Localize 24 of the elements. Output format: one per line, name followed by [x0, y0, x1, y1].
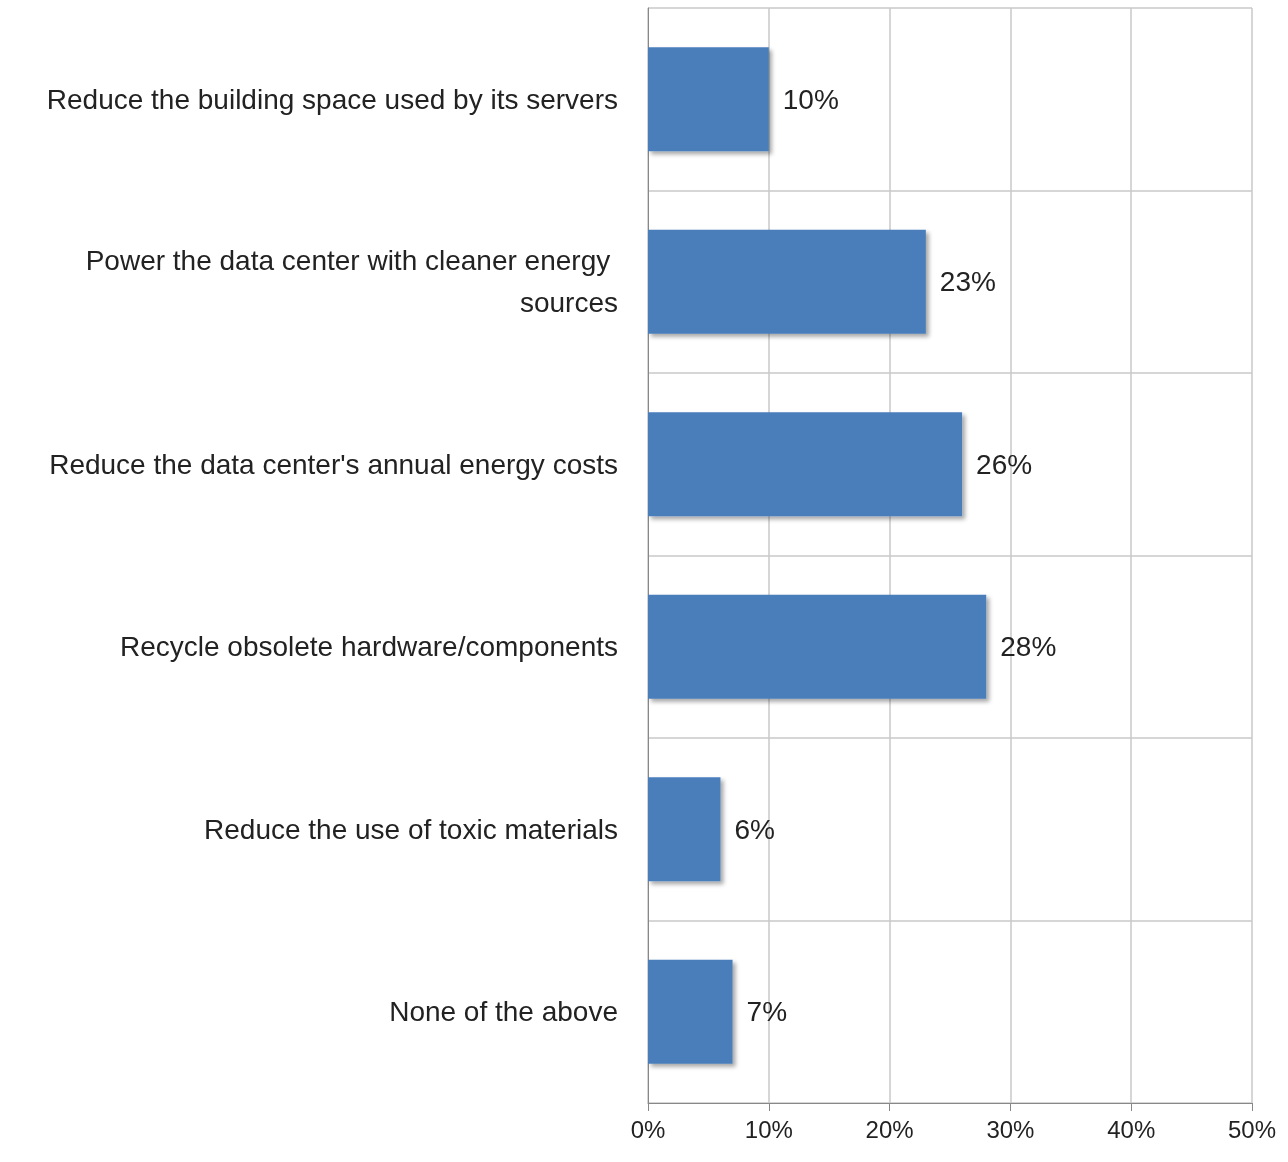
data-label: 26%	[976, 448, 1033, 480]
y-tick-label: Recycle obsolete hardware/components	[119, 631, 618, 663]
data-label: 7%	[746, 996, 788, 1028]
y-tick-label: Reduce the use of toxic materials	[204, 813, 618, 845]
y-tick-label: Reduce the data center's annual energy costs	[49, 448, 618, 480]
data-label: 6%	[734, 813, 775, 845]
bar	[648, 229, 926, 334]
data-label: 28%	[1000, 631, 1057, 663]
x-tick-label: 10%	[744, 1115, 793, 1143]
bar	[648, 777, 721, 882]
bar	[648, 594, 987, 699]
x-tick-label: 30%	[986, 1115, 1035, 1143]
y-tick-label: Power the data center with cleaner energy sources	[85, 245, 618, 319]
y-tick-label: None of the above	[389, 996, 618, 1028]
data-label: 10%	[782, 83, 839, 115]
x-tick-label: 40%	[1107, 1115, 1156, 1143]
bar	[648, 959, 733, 1064]
y-tick-label: Reduce the building space used by its servers	[46, 83, 618, 115]
x-tick-label: 0%	[630, 1115, 666, 1143]
x-tick-label: 20%	[865, 1115, 914, 1143]
bar	[648, 47, 769, 152]
data-label: 23%	[939, 266, 996, 298]
x-tick-label: 50%	[1227, 1115, 1277, 1143]
bar	[648, 412, 963, 517]
